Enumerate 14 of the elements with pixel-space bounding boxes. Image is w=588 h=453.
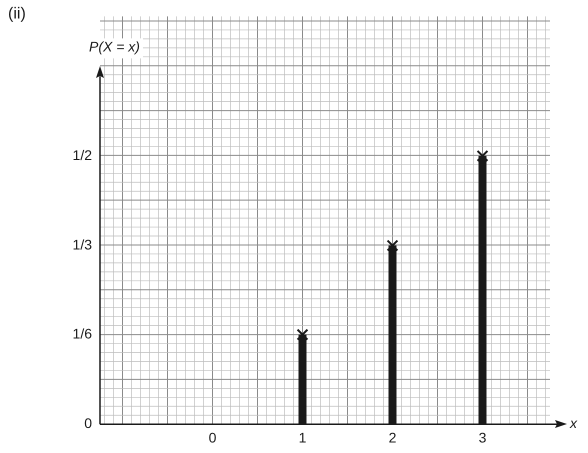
x-tick-label: 1 [298,429,307,446]
chart-title: (ii) [8,5,26,22]
x-tick-label: 3 [478,429,487,446]
point [476,150,488,162]
y-axis-title: P(X = x) [89,38,140,54]
x-tick-label: 2 [388,429,397,446]
point [386,240,398,252]
y-tick-label: 1/6 [72,325,92,342]
y-tick-label: 1/2 [72,146,92,163]
y-tick-label: 1/3 [72,236,92,252]
text: x [569,415,578,432]
y-tick-label: 0 [84,415,92,432]
point [296,328,308,341]
x-tick-label: 0 [208,429,217,446]
